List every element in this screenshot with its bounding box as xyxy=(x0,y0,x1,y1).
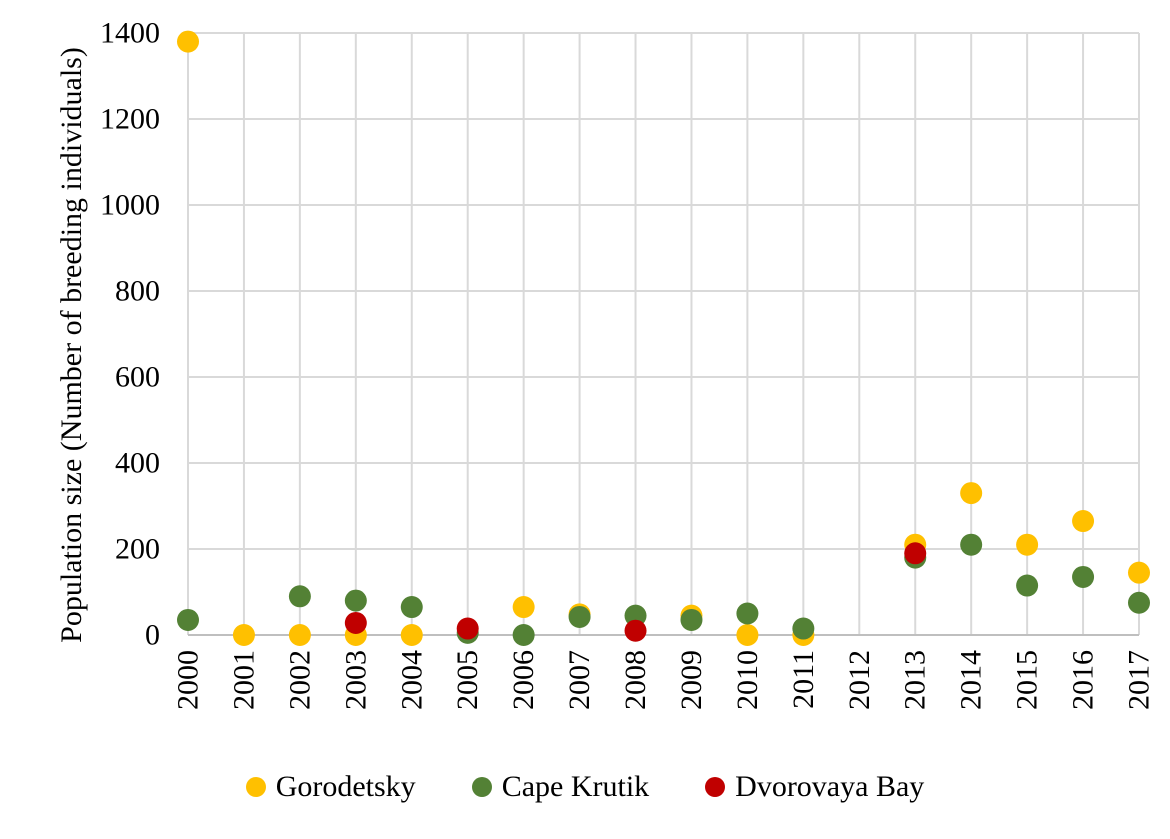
x-axis-tick-label: 2016 xyxy=(1067,650,1100,710)
y-axis-tick-label: 600 xyxy=(115,361,160,394)
data-point-dvorovaya-bay xyxy=(904,542,927,565)
data-point-cape-krutik xyxy=(177,608,199,631)
data-point-dvorovaya-bay xyxy=(456,617,479,640)
x-axis-tick-label: 2000 xyxy=(172,650,205,710)
y-axis-tick-label: 400 xyxy=(115,447,160,480)
legend-label: Cape Krutik xyxy=(501,770,650,803)
x-axis-tick-label: 2011 xyxy=(787,650,820,709)
y-axis-tick-label: 1200 xyxy=(100,103,160,136)
data-point-cape-krutik xyxy=(624,604,647,627)
data-point-cape-krutik xyxy=(344,589,367,612)
data-point-cape-krutik xyxy=(792,617,815,640)
x-axis-tick-label: 2013 xyxy=(899,650,932,710)
x-axis-tick-label: 2002 xyxy=(283,650,316,710)
data-point-gorodetsky xyxy=(288,624,311,646)
data-point-gorodetsky xyxy=(960,482,983,505)
legend-marker-icon xyxy=(705,777,726,797)
legend-item: Gorodetsky xyxy=(245,770,416,804)
x-axis-tick-label: 2003 xyxy=(339,650,372,710)
legend-label: Gorodetsky xyxy=(275,770,416,803)
y-axis-tick-label: 800 xyxy=(115,275,160,308)
x-axis-tick-label: 2012 xyxy=(843,650,876,710)
x-axis-tick-label: 2007 xyxy=(563,650,596,710)
data-point-gorodetsky xyxy=(177,30,199,53)
data-point-cape-krutik xyxy=(960,533,983,556)
data-point-gorodetsky xyxy=(1016,533,1039,556)
data-point-cape-krutik xyxy=(400,596,423,619)
y-axis-tick-label: 1400 xyxy=(100,17,160,50)
y-axis-tick-label: 1000 xyxy=(100,189,160,222)
x-axis-tick-label: 2010 xyxy=(731,650,764,710)
y-axis-title: Population size (Number of breeding indi… xyxy=(55,47,88,643)
x-axis-tick-label: 2006 xyxy=(507,650,540,710)
legend-item: Cape Krutik xyxy=(471,770,650,804)
data-point-cape-krutik xyxy=(288,585,311,608)
legend-item: Dvorovaya Bay xyxy=(705,770,924,804)
data-point-cape-krutik xyxy=(568,605,591,628)
data-point-cape-krutik xyxy=(736,602,759,625)
data-point-gorodetsky xyxy=(512,596,535,619)
y-axis-tick-label: 0 xyxy=(145,619,160,652)
data-point-gorodetsky xyxy=(736,624,759,646)
data-point-dvorovaya-bay xyxy=(624,619,647,642)
y-axis-tick-label: 200 xyxy=(115,533,160,566)
data-point-cape-krutik xyxy=(1128,591,1150,614)
x-axis-tick-label: 2004 xyxy=(395,650,428,710)
legend-label: Dvorovaya Bay xyxy=(735,770,925,803)
x-axis-tick-label: 2009 xyxy=(675,650,708,710)
data-point-gorodetsky xyxy=(232,624,255,646)
data-point-cape-krutik xyxy=(1016,574,1039,597)
x-axis-tick-label: 2014 xyxy=(955,650,988,710)
legend-marker-icon xyxy=(245,777,266,797)
legend: Gorodetsky Cape Krutik Dvorovaya Bay xyxy=(0,770,1170,804)
chart-plot-area: 0 200 400 600 800 1000 1200 1400 2000 2001 2002 200… xyxy=(100,17,1156,711)
data-point-dvorovaya-bay xyxy=(344,611,367,634)
data-point-gorodetsky xyxy=(1128,561,1150,584)
data-point-cape-krutik xyxy=(680,608,703,631)
x-axis-tick-label: 2017 xyxy=(1123,650,1156,710)
x-axis-tick-label: 2001 xyxy=(227,650,260,710)
x-axis-tick-label: 2005 xyxy=(451,650,484,710)
data-point-gorodetsky xyxy=(1072,510,1095,533)
data-point-cape-krutik xyxy=(1072,565,1095,588)
data-point-gorodetsky xyxy=(400,624,423,646)
legend-marker-icon xyxy=(471,777,492,797)
x-axis-tick-label: 2008 xyxy=(619,650,652,710)
x-axis-tick-label: 2015 xyxy=(1011,650,1044,710)
data-point-cape-krutik xyxy=(512,624,535,646)
